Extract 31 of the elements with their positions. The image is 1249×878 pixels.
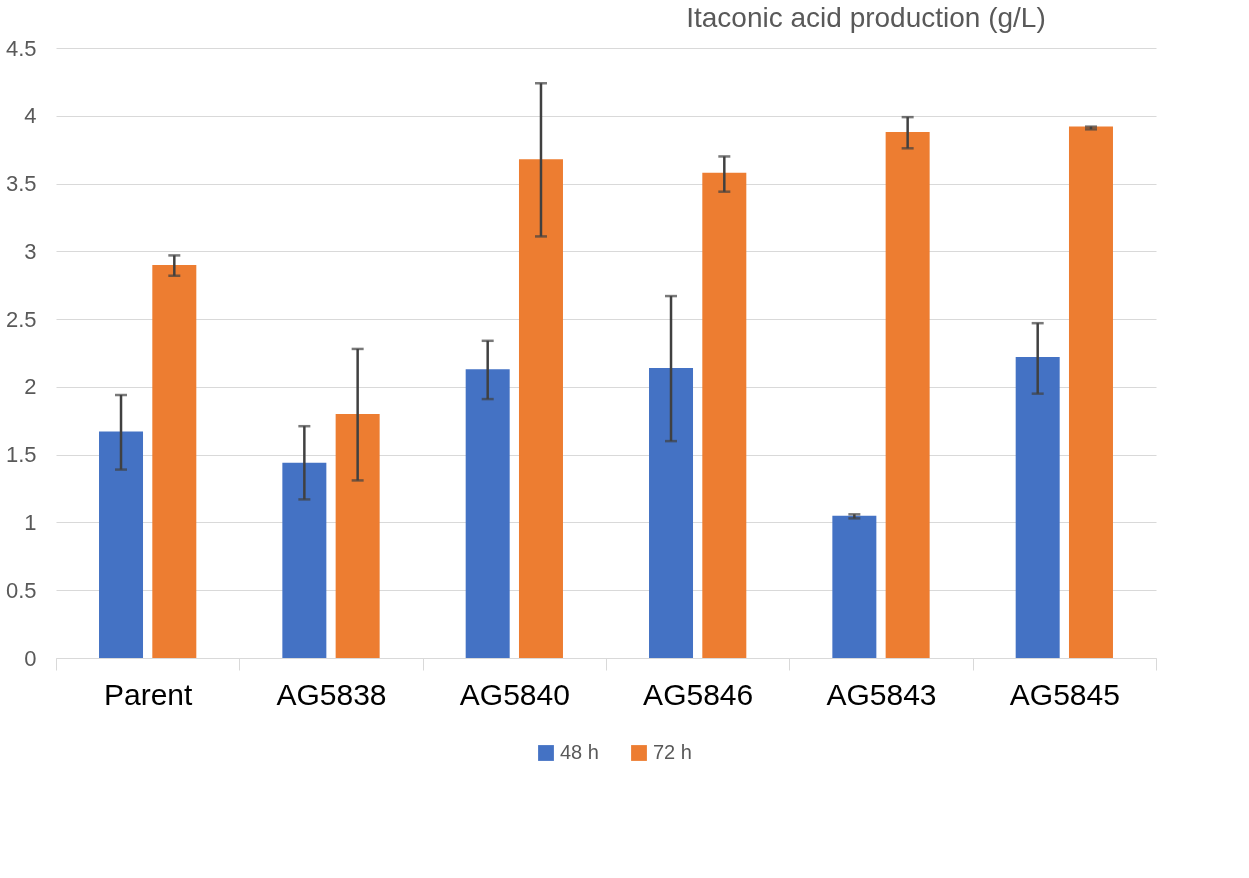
- bar: [885, 132, 930, 658]
- bar: [832, 515, 877, 658]
- x-tick-label: AG5845: [1009, 677, 1120, 711]
- bar: [649, 367, 694, 658]
- y-tick-label: 2: [24, 374, 37, 400]
- y-tick-label: 4: [24, 103, 37, 129]
- legend-label: 48 h: [560, 741, 599, 763]
- bar: [1015, 357, 1060, 658]
- bar: [1068, 126, 1113, 658]
- y-tick-label: 3.5: [5, 171, 37, 197]
- y-tick-label: 1: [24, 509, 37, 535]
- bar: [465, 369, 510, 658]
- bar: [518, 159, 563, 658]
- x-tick-label: Parent: [103, 677, 194, 711]
- bar: [702, 172, 747, 658]
- legend-label: 72 h: [653, 741, 692, 763]
- bar: [282, 462, 327, 658]
- y-tick-label: 2.5: [5, 306, 37, 332]
- bar: [335, 414, 380, 658]
- x-tick-label: AG5840: [459, 677, 570, 711]
- bar: [152, 264, 197, 658]
- x-tick-label: AG5846: [643, 677, 754, 711]
- chart-title: Itaconic acid production (g/L): [686, 2, 1046, 33]
- y-tick-label: 4.5: [5, 35, 37, 61]
- y-tick-label: 1.5: [5, 442, 37, 468]
- x-tick-label: AG5838: [276, 677, 387, 711]
- x-tick-label: AG5843: [826, 677, 937, 711]
- y-tick-label: 0: [24, 645, 37, 671]
- y-tick-label: 3: [24, 238, 37, 264]
- y-tick-label: 0.5: [5, 577, 37, 603]
- bar: [99, 431, 144, 658]
